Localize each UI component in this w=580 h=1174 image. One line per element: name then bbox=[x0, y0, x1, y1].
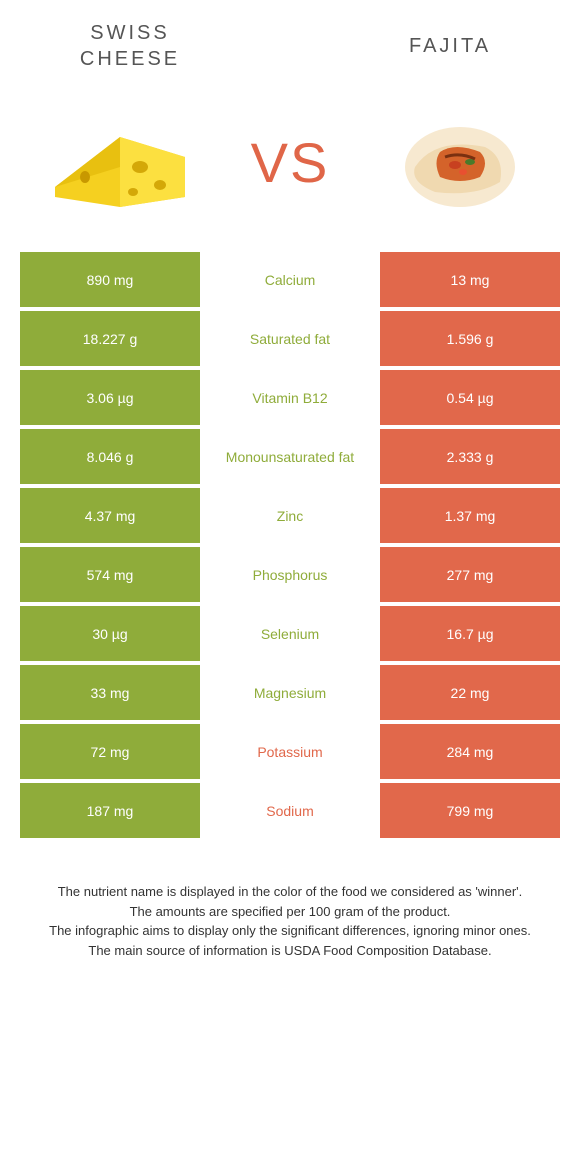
footer-notes: The nutrient name is displayed in the co… bbox=[0, 842, 580, 980]
right-value: 22 mg bbox=[380, 665, 560, 720]
nutrient-label: Selenium bbox=[200, 606, 380, 661]
fajita-image bbox=[380, 102, 540, 222]
table-row: 187 mgSodium799 mg bbox=[20, 783, 560, 838]
left-value: 30 µg bbox=[20, 606, 200, 661]
right-value: 0.54 µg bbox=[380, 370, 560, 425]
table-row: 72 mgPotassium284 mg bbox=[20, 724, 560, 779]
nutrient-label: Calcium bbox=[200, 252, 380, 307]
right-value: 2.333 g bbox=[380, 429, 560, 484]
nutrient-label: Phosphorus bbox=[200, 547, 380, 602]
footer-line: The infographic aims to display only the… bbox=[30, 921, 550, 941]
right-value: 799 mg bbox=[380, 783, 560, 838]
nutrient-label: Potassium bbox=[200, 724, 380, 779]
table-row: 30 µgSelenium16.7 µg bbox=[20, 606, 560, 661]
table-row: 8.046 gMonounsaturated fat2.333 g bbox=[20, 429, 560, 484]
left-value: 3.06 µg bbox=[20, 370, 200, 425]
right-value: 1.596 g bbox=[380, 311, 560, 366]
nutrient-label: Saturated fat bbox=[200, 311, 380, 366]
left-value: 33 mg bbox=[20, 665, 200, 720]
table-row: 3.06 µgVitamin B120.54 µg bbox=[20, 370, 560, 425]
cheese-icon bbox=[45, 107, 195, 217]
left-value: 890 mg bbox=[20, 252, 200, 307]
left-value: 18.227 g bbox=[20, 311, 200, 366]
left-value: 72 mg bbox=[20, 724, 200, 779]
right-value: 1.37 mg bbox=[380, 488, 560, 543]
nutrient-label: Monounsaturated fat bbox=[200, 429, 380, 484]
table-row: 574 mgPhosphorus277 mg bbox=[20, 547, 560, 602]
footer-line: The amounts are specified per 100 gram o… bbox=[30, 902, 550, 922]
left-value: 574 mg bbox=[20, 547, 200, 602]
table-row: 33 mgMagnesium22 mg bbox=[20, 665, 560, 720]
table-row: 890 mgCalcium13 mg bbox=[20, 252, 560, 307]
left-value: 187 mg bbox=[20, 783, 200, 838]
header: Swiss Cheese Fajita bbox=[0, 0, 580, 82]
footer-line: The main source of information is USDA F… bbox=[30, 941, 550, 961]
images-row: VS bbox=[0, 82, 580, 252]
left-value: 8.046 g bbox=[20, 429, 200, 484]
nutrient-label: Zinc bbox=[200, 488, 380, 543]
table-row: 18.227 gSaturated fat1.596 g bbox=[20, 311, 560, 366]
right-value: 13 mg bbox=[380, 252, 560, 307]
right-value: 284 mg bbox=[380, 724, 560, 779]
left-food-title: Swiss Cheese bbox=[50, 20, 210, 72]
vs-label: VS bbox=[251, 130, 330, 195]
right-value: 277 mg bbox=[380, 547, 560, 602]
left-value: 4.37 mg bbox=[20, 488, 200, 543]
comparison-table: 890 mgCalcium13 mg18.227 gSaturated fat1… bbox=[20, 252, 560, 838]
nutrient-label: Sodium bbox=[200, 783, 380, 838]
right-value: 16.7 µg bbox=[380, 606, 560, 661]
table-row: 4.37 mgZinc1.37 mg bbox=[20, 488, 560, 543]
footer-line: The nutrient name is displayed in the co… bbox=[30, 882, 550, 902]
fajita-icon bbox=[385, 107, 535, 217]
right-food-title: Fajita bbox=[370, 33, 530, 59]
nutrient-label: Magnesium bbox=[200, 665, 380, 720]
cheese-image bbox=[40, 102, 200, 222]
nutrient-label: Vitamin B12 bbox=[200, 370, 380, 425]
